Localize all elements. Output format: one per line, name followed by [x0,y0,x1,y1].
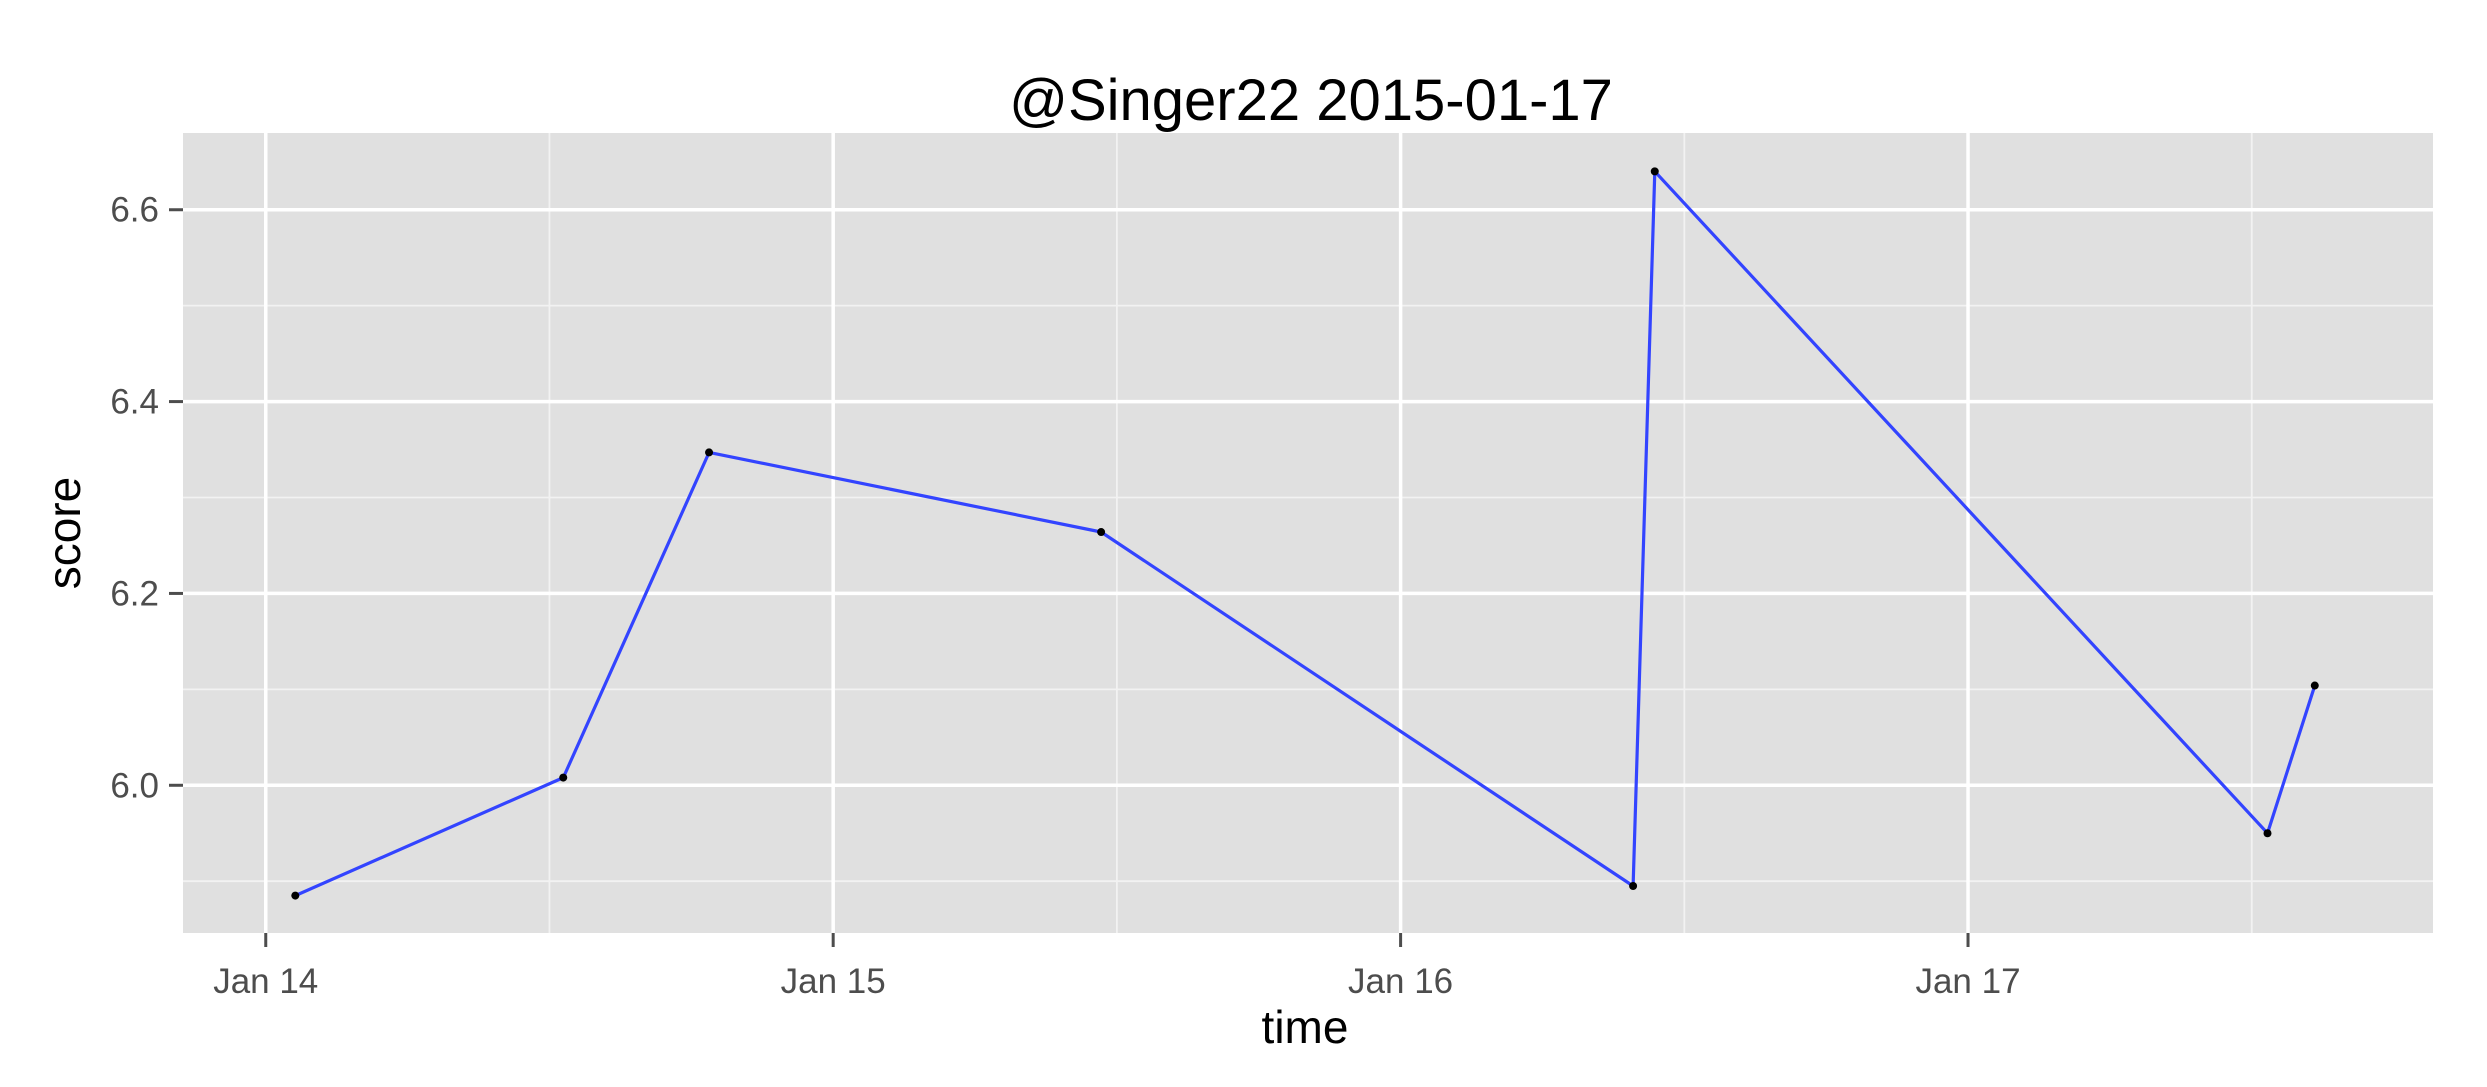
series-line [294,169,2317,898]
axis-ticks [169,208,1970,947]
data-point [291,891,300,900]
y-axis-title: score [38,477,90,589]
major-gridlines [183,133,2433,933]
data-point [1097,528,1106,537]
data-point [1650,167,1659,176]
y-tick-label: 6.6 [110,191,159,230]
x-tick-label: Jan 14 [213,962,318,1001]
x-tick-label: Jan 17 [1915,962,2020,1001]
data-point [2310,681,2319,690]
chart-title: @Singer22 2015-01-17 [1009,68,1613,133]
x-axis-title: time [1262,1001,1349,1053]
plot-panel [183,133,2433,933]
data-point [2263,829,2272,838]
x-tick-label: Jan 15 [781,962,886,1001]
tick-labels: Jan 14 Jan 15 Jan 16 Jan 17 6.0 6.2 6.4 6.6 [110,191,2020,1001]
y-tick-label: 6.2 [110,574,159,613]
y-tick-label: 6.0 [110,766,159,805]
series-layer [291,167,2319,900]
minor-gridlines [183,133,2433,933]
data-point [559,773,568,782]
y-tick-label: 6.4 [110,383,159,422]
data-point [1629,881,1638,890]
data-point [705,448,714,457]
x-tick-label: Jan 16 [1348,962,1453,1001]
